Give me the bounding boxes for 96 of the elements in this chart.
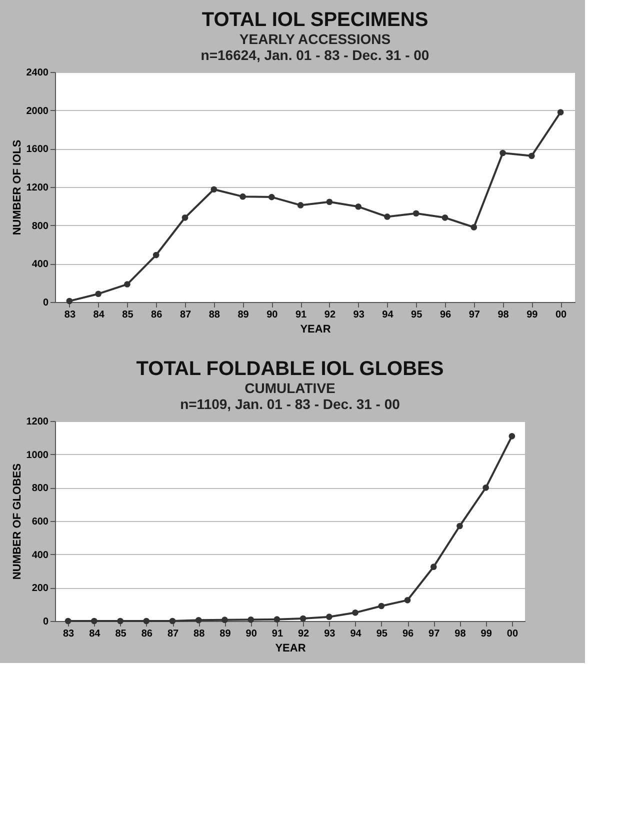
point [456,522,463,530]
point [169,618,176,624]
x-tick-label: 84 [93,310,105,320]
point [195,617,202,624]
x-tick-label: 93 [324,628,336,640]
y-axis-title: NUMBER OF GLOBES [11,463,24,580]
point [500,150,506,156]
x-tick-label: 91 [295,310,308,320]
point [378,602,385,610]
point [240,193,246,200]
point [222,616,228,623]
x-tick-label: 93 [353,310,365,320]
x-tick-label: 95 [376,628,388,640]
point [326,614,332,620]
x-tick-label: 96 [440,310,452,320]
point [442,214,448,221]
point [182,214,188,221]
x-tick-label: 86 [141,628,153,640]
point [412,210,420,217]
x-axis-title: YEAR [300,324,331,336]
x-tick-label: 90 [266,310,278,320]
point [95,290,102,298]
y-tick-label: 2400 [26,68,49,78]
point [248,616,254,623]
text: n=16624, Jan. 01 - 83 - Dec. 31 - 00 [200,47,430,63]
point [297,202,304,208]
point [557,109,564,116]
x-tick-label: 94 [350,628,362,640]
y-tick-label: 200 [32,583,49,594]
x-axis-title: YEAR [275,642,306,654]
y-tick-label: 2000 [26,106,49,117]
x-tick-label: 83 [62,628,75,640]
point [66,298,73,304]
x-tick-label: 98 [454,628,466,640]
y-tick-label: 400 [32,259,49,270]
y-tick-label: 0 [42,298,49,308]
x-tick-label: 85 [115,628,127,640]
y-axis-title: NUMBER OF IOLS [11,140,24,236]
text: n=1109, Jan. 01 - 83 - Dec. 31 - 00 [180,396,400,412]
chart-subtitle: CUMULATIVE [244,380,336,396]
point [210,186,218,193]
x-tick-label: 89 [220,628,232,640]
x-tick-label: 92 [298,628,310,640]
y-tick-label: 800 [32,220,49,232]
x-tick-label: 87 [180,310,192,320]
point [528,152,535,160]
point [268,194,275,200]
x-tick-label: 98 [498,310,510,320]
point [355,203,362,210]
y-tick-label: 1200 [26,182,49,194]
y-tick-label: 0 [42,616,49,628]
point [470,224,478,230]
x-tick-label: 87 [167,628,179,640]
x-tick-label: 95 [411,310,423,320]
x-tick-label: 96 [402,628,414,640]
x-tick-label: 86 [151,310,163,320]
x-tick-label: 99 [526,310,538,320]
x-tick-label: 89 [238,310,250,320]
chart-subtitle: YEARLY ACCESSIONS [239,31,391,47]
x-tick-label: 94 [382,310,394,320]
point [117,618,124,624]
point [64,618,72,624]
point [300,615,306,622]
point [152,252,160,258]
y-tick-label: 1000 [26,450,49,461]
x-tick-label: 97 [468,310,480,320]
y-tick-label: 600 [32,516,49,528]
x-tick-label: 83 [64,310,76,320]
point [143,618,150,624]
chart-title: TOTAL IOL SPECIMENS [202,9,428,31]
point [404,597,411,604]
point [482,484,489,491]
x-tick-label: 84 [89,628,101,640]
x-tick-label: 91 [272,628,284,640]
point [508,433,516,440]
y-tick-label: 1600 [26,144,49,156]
point [91,618,98,624]
x-tick-label: 00 [506,628,518,640]
x-tick-label: 88 [208,310,220,320]
point [384,214,390,220]
point [352,610,358,616]
point [124,281,130,288]
x-tick-label: 99 [480,628,492,640]
x-tick-label: 85 [122,310,134,320]
x-tick-label: 92 [324,310,336,320]
x-tick-label: 90 [246,628,258,640]
y-tick-label: 800 [32,483,49,494]
chart-title: TOTAL FOLDABLE IOL GLOBES [136,358,444,380]
point [430,564,437,570]
y-tick-label: 1200 [26,416,49,428]
x-tick-label: 88 [194,628,206,640]
point [274,616,280,622]
x-tick-label: 00 [555,310,568,320]
y-tick-label: 400 [32,550,49,561]
x-tick-label: 97 [428,628,440,640]
point [326,198,333,206]
